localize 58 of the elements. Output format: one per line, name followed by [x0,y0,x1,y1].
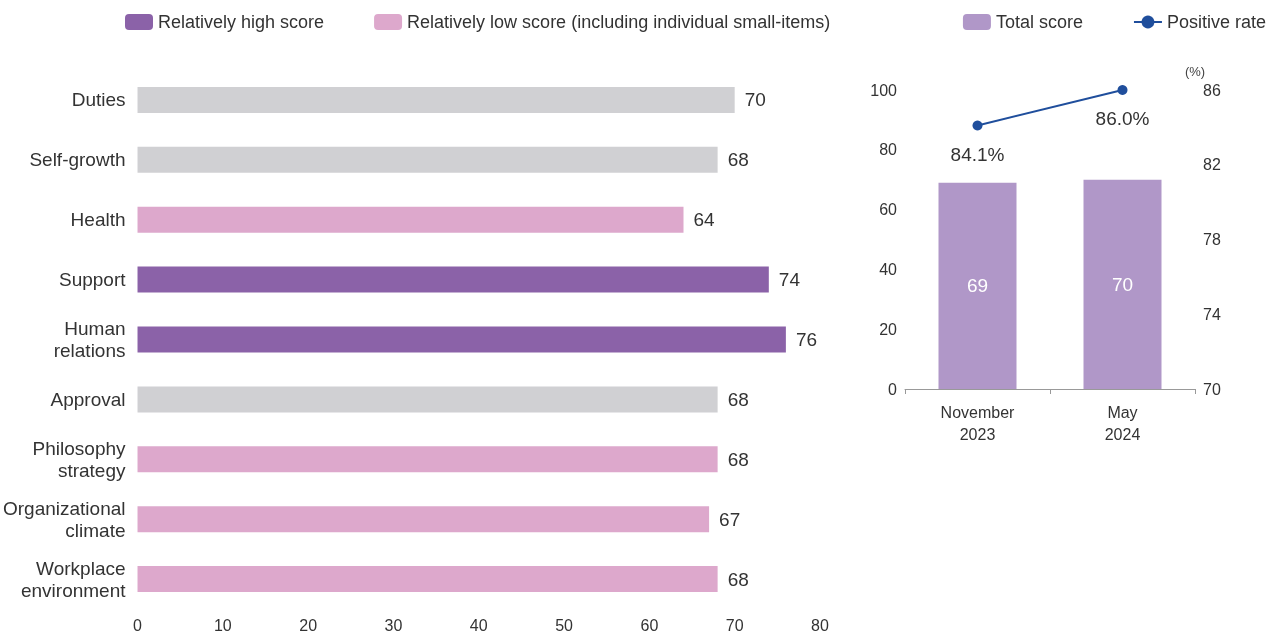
x-tick-label: 80 [811,616,829,634]
legend-label: Total score [995,12,1083,32]
data-label: 69 [966,275,989,297]
data-label: 68 [727,448,749,470]
bar [137,386,718,413]
y-tick-label: Health [70,209,126,231]
y-tick-label: 40 [879,260,898,278]
data-label: 70 [1111,273,1134,295]
x-tick-label: 60 [640,616,659,634]
data-label: 76 [795,329,818,350]
y2-axis-title: (%) [1184,64,1206,79]
x-tick-label: November 2023 [940,403,1016,443]
bar [137,566,718,593]
bar [137,86,735,113]
x-tick-label: 10 [213,616,232,634]
y-tick-label: Duties [71,89,126,111]
bar [137,146,718,173]
data-label: 64 [693,209,716,231]
bar [137,266,769,293]
y-tick-label: Human relations [53,318,126,361]
y-tick-label: Self-growth [29,149,126,171]
bar [137,506,710,533]
x-tick-label: 70 [725,616,744,634]
data-label: 68 [727,568,749,590]
y2-tick-label: 70 [1203,380,1221,398]
bar [137,446,718,473]
x-tick-label: 40 [469,616,488,634]
x-tick-label: 0 [133,616,143,634]
y2-tick-label: 74 [1203,305,1221,323]
x-tick-label: 20 [299,616,318,634]
data-label: 68 [727,388,749,410]
legend-label: Relatively high score [158,12,325,32]
bar [137,326,786,353]
y-tick-label: 80 [879,141,898,159]
y-tick-label: 60 [879,201,898,219]
y-tick-label: 0 [888,380,898,398]
bar [137,206,684,233]
y-tick-label: Organizational climate [2,497,126,541]
data-label: 84.1% [950,143,1005,165]
x-tick-label: May 2024 [1104,403,1141,443]
y-tick-label: 20 [879,320,898,338]
data-label: 74 [778,269,801,291]
data-label: 70 [744,89,766,111]
legend-label: Positive rate [1166,12,1266,32]
y-tick-label: Support [58,269,127,291]
legend-label: Relatively low score (including individual small-items) [407,12,831,32]
y-tick-label: 100 [870,81,898,99]
data-label: 67 [719,508,741,530]
y2-tick-label: 82 [1203,156,1221,174]
data-label: 86.0% [1095,108,1150,129]
x-tick-label: 30 [384,616,403,634]
y-tick-label: Workplace environment [20,557,127,601]
y2-tick-label: 78 [1203,231,1221,248]
data-label: 68 [727,149,749,171]
x-tick-label: 50 [555,616,574,634]
y-tick-label: Philosophy strategy [32,437,127,481]
y2-tick-label: 86 [1203,81,1221,99]
y-tick-label: Approval [50,388,126,410]
